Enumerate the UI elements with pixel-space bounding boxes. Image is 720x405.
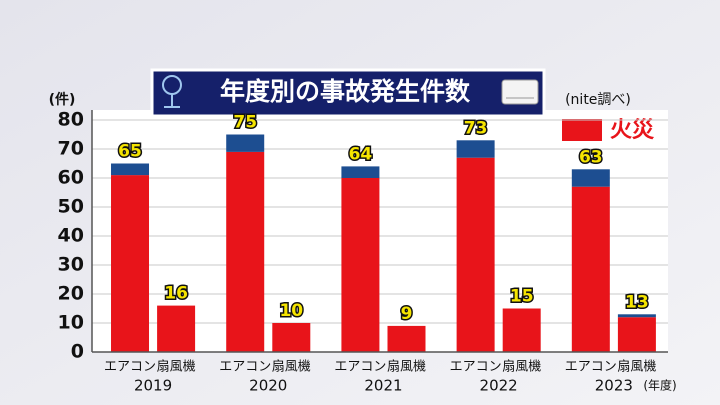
bar-segment [571,169,610,187]
total-label: 73 [464,118,488,138]
total-label: 9 [401,304,413,324]
bar-segment [226,134,265,152]
total-label: 64 [349,144,373,164]
bar-segment [272,323,311,352]
x-tick-label: 扇風機 [617,359,656,375]
total-label: 13 [625,292,649,312]
y-tick-label: 40 [58,225,84,247]
group-label: 2022 [480,377,518,395]
x-tick-label: エアコン [334,360,386,375]
x-tick-label: エアコン [565,360,617,375]
x-tick-label: エアコン [219,360,271,375]
title-box [150,68,546,118]
source: (nite調べ) [565,92,631,108]
total-label: 10 [279,301,303,321]
y-tick-label: 60 [58,167,84,189]
x-tick-label: エアコン [104,360,156,375]
x-tick-label: 扇風機 [272,359,311,375]
bar-segment [456,140,495,158]
bar-segment [341,178,380,352]
group-label: 2023 [595,377,633,395]
total-label: 65 [118,142,142,162]
y-tick-label: 50 [58,196,84,218]
chart-title: 年度別の事故発生件数 [220,77,471,106]
x-tick-label: 扇風機 [387,359,426,375]
total-label: 63 [579,147,603,167]
y-tick-label: 20 [58,283,84,305]
legend-swatch [562,119,602,141]
bar-segment [387,325,426,352]
y-tick-label: 30 [58,254,84,276]
bar-segment [502,308,541,352]
bar-segment [111,175,150,352]
bar-segment [456,157,495,352]
group-label: 2020 [249,377,287,395]
total-label: 16 [164,284,188,304]
y-tick-label: 10 [58,312,84,334]
y-tick-label: 0 [71,341,84,363]
bar-segment [226,151,265,352]
y-tick-label: 70 [58,138,84,160]
group-unit: (年度) [643,378,676,393]
total-label: 15 [510,287,534,307]
x-tick-label: エアコン [450,360,502,375]
bar-segment [157,305,196,352]
bar-segment [571,186,610,352]
x-tick-label: 扇風機 [157,359,196,375]
bar-segment [617,314,656,318]
fan-icon [162,75,182,108]
y-unit: (件) [49,91,76,108]
aircon-icon [501,79,539,105]
legend-label: 火災 [610,118,655,143]
group-label: 2019 [134,377,172,395]
y-tick-label: 80 [58,109,84,131]
bar-segment [111,163,150,176]
bar-segment [617,317,656,352]
x-tick-label: 扇風機 [502,359,541,375]
bar-segment [341,166,380,178]
total-label: 75 [233,113,257,133]
group-label: 2021 [364,377,402,395]
